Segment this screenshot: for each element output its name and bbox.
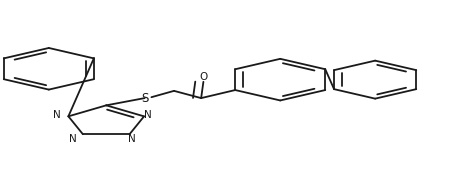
Text: N: N	[53, 110, 61, 120]
Text: O: O	[199, 72, 207, 82]
Text: S: S	[141, 92, 148, 105]
Text: N: N	[128, 134, 135, 144]
Text: N: N	[143, 110, 151, 120]
Text: N: N	[69, 134, 77, 144]
